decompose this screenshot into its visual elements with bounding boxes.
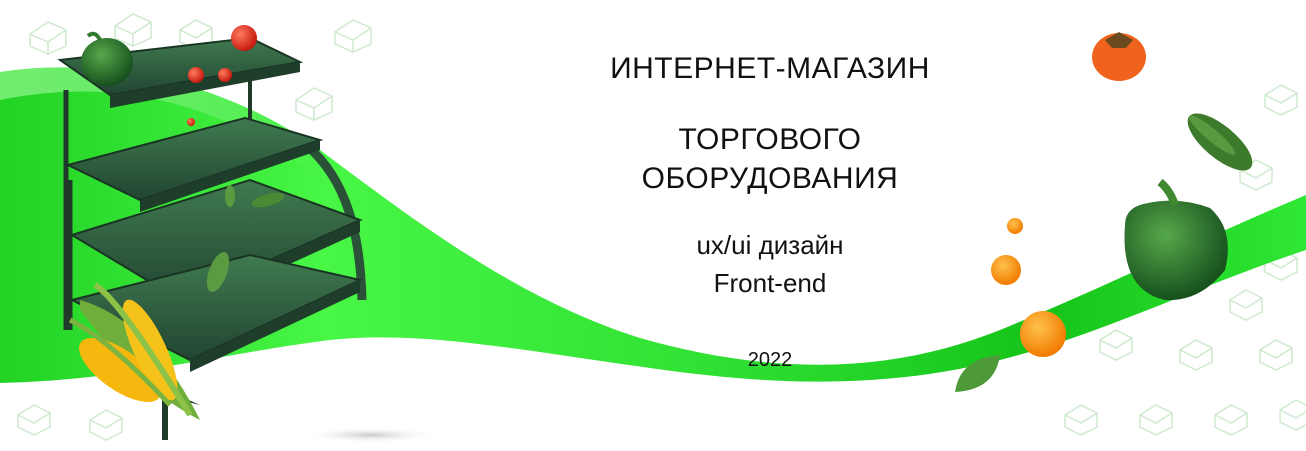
year-label: 2022 — [747, 349, 793, 371]
cucumber — [251, 192, 285, 208]
persimmon — [1092, 32, 1146, 81]
outline-icon — [17, 404, 51, 436]
orange-large — [1020, 311, 1066, 357]
title-line-3: ОБОРУДОВАНИЯ — [641, 162, 899, 195]
outline-icon — [334, 19, 372, 53]
corn — [68, 282, 200, 420]
outline-icon — [295, 87, 333, 121]
outline-icon — [1099, 329, 1133, 361]
outline-icon — [1064, 404, 1098, 436]
banner-text: ИНТЕРНЕТ-МАГАЗИН ТОРГОВОГО ОБОРУДОВАНИЯ … — [560, 0, 980, 451]
outline-icon — [1229, 289, 1263, 321]
outline-icon — [1214, 404, 1248, 436]
orange — [991, 255, 1021, 285]
green-pepper-small — [81, 31, 133, 86]
small-orange — [1007, 218, 1023, 234]
cherry-tomato — [188, 67, 204, 83]
cherry-tomato — [187, 118, 195, 126]
cucumber-right — [1187, 113, 1253, 171]
wave-highlight — [0, 67, 640, 339]
subtitle-design: ux/ui дизайн — [696, 230, 844, 260]
subtitle-frontend: Front-end — [713, 268, 827, 298]
outline-icon — [89, 409, 123, 441]
tomato — [231, 25, 257, 51]
outline-icon — [1279, 399, 1306, 431]
outline-icon — [1139, 404, 1173, 436]
background-equipment-icons — [3, 13, 1306, 441]
title-line-2: ТОРГОВОГО — [678, 123, 862, 156]
cucumber — [225, 185, 235, 207]
outline-icon — [29, 21, 67, 55]
outline-icon — [1239, 159, 1273, 191]
outline-icon — [1259, 339, 1293, 371]
outline-icon — [1264, 84, 1298, 116]
title-line-1: ИНТЕРНЕТ-МАГАЗИН — [610, 52, 930, 85]
cucumber — [206, 252, 230, 292]
outline-icon — [114, 13, 152, 47]
cherry-tomato — [218, 68, 232, 82]
basil-leaf — [955, 355, 1000, 392]
green-pepper-large — [1124, 178, 1228, 301]
outline-icon — [1179, 339, 1213, 371]
stand-shadow — [300, 427, 440, 443]
